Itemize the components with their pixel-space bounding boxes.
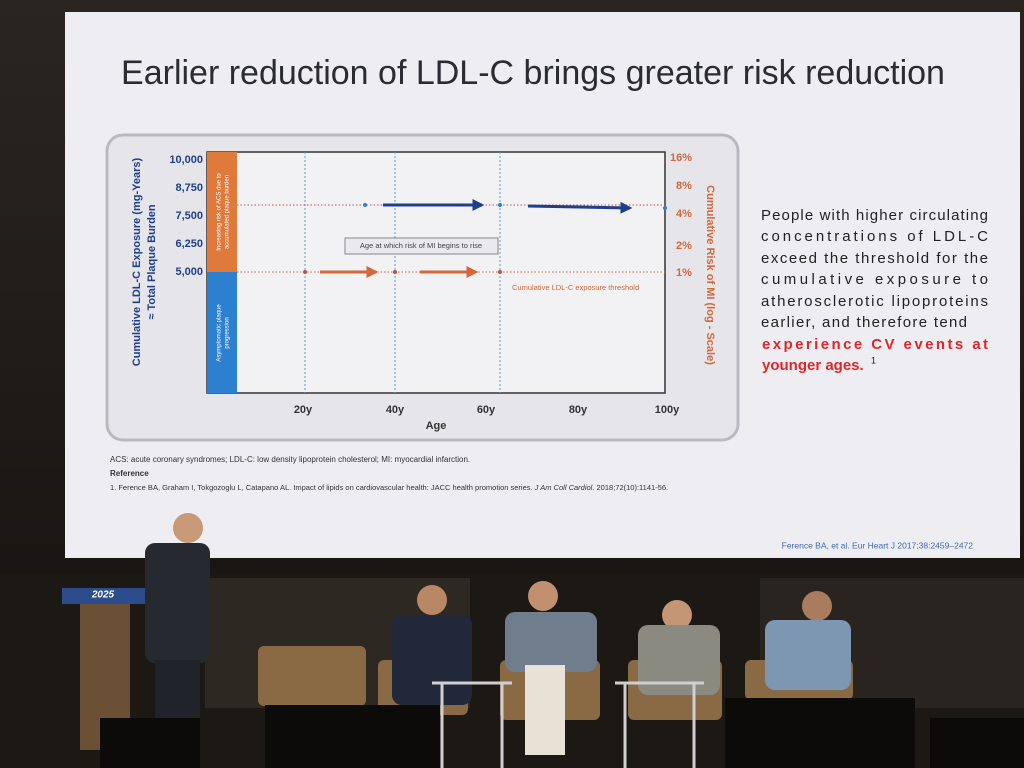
monitors <box>100 698 1024 768</box>
mi-label-box <box>344 237 499 255</box>
reference-part: 2018;72(10):1141-56. <box>594 483 668 492</box>
panelist-head <box>802 591 832 621</box>
y-tick-label: 8,750 <box>175 182 203 194</box>
reference-part: 1. Ference BA, Graham I, Tokgozoglu L, C… <box>110 483 535 492</box>
lower-band-label: progression <box>225 317 231 348</box>
point <box>663 206 667 210</box>
point <box>363 203 367 207</box>
x-tick-label: 100y <box>655 404 680 416</box>
point <box>393 270 397 274</box>
points <box>303 203 667 274</box>
side-line: cumulative exposure to <box>761 271 988 288</box>
panelist-head <box>417 585 447 615</box>
x-tick-label: 20y <box>294 404 313 416</box>
y-tick-label: 7,500 <box>175 210 203 222</box>
lower-band <box>207 272 237 393</box>
upper-band-label: Increasing risk of ACS due to <box>217 173 223 251</box>
arrow <box>527 201 633 214</box>
side-highlight: experience CV events at <box>762 336 988 353</box>
y-tick-label: 6,250 <box>175 238 203 250</box>
side-line: exceed the threshold for the <box>761 250 988 267</box>
citation: Ference BA, et al. Eur Heart J 2017;38:2… <box>782 540 974 550</box>
monitor <box>930 718 1024 768</box>
reference-heading: Reference <box>110 469 149 478</box>
side-line: concentrations of LDL-C <box>761 228 988 245</box>
monitor <box>725 698 915 768</box>
y-axis-title: Cumulative LDL-C Exposure (mg-Years) <box>131 157 143 366</box>
panelist-body <box>765 620 851 690</box>
monitor <box>100 718 200 768</box>
y2-tick-label: 1% <box>676 267 692 279</box>
point <box>303 270 307 274</box>
side-table <box>432 681 512 768</box>
side-line: People with higher circulating <box>761 207 988 224</box>
tables <box>432 681 704 768</box>
upper-band-label: accumulated plaque burden <box>225 175 231 249</box>
side-line: earlier, and therefore tend <box>761 314 967 331</box>
speaker-head <box>173 513 203 543</box>
speaker-body <box>145 543 210 663</box>
y-tick-label: 5,000 <box>175 266 203 278</box>
panelist-body <box>392 615 472 705</box>
slide-title: Earlier reduction of LDL-C brings greate… <box>121 54 945 92</box>
superscript: 1 <box>871 355 876 365</box>
panelist-legs <box>525 665 565 755</box>
x-ticks: 20y 40y 60y 80y 100y <box>294 404 680 416</box>
y2-axis-title: Cumulative Risk of MI (log - Scale) <box>704 185 716 365</box>
y2-ticks: 16% 8% 4% 2% 1% <box>670 152 692 279</box>
x-tick-label: 80y <box>569 404 588 416</box>
panelist-head <box>662 600 692 630</box>
lower-band-label: Asymptomatic plaque <box>217 304 223 362</box>
point <box>498 203 502 207</box>
panelist-body <box>638 625 720 695</box>
chair <box>258 646 366 706</box>
x-tick-label: 40y <box>386 404 405 416</box>
threshold-label: Cumulative LDL-C exposure threshold <box>512 283 639 292</box>
point <box>498 270 502 274</box>
reference: 1. Ference BA, Graham I, Tokgozoglu L, C… <box>110 483 668 492</box>
y-ticks: 10,000 8,750 7,500 6,250 5,000 <box>169 154 203 278</box>
y2-tick-label: 8% <box>676 180 692 192</box>
reference-journal: J Am Coll Cardiol. <box>534 483 595 492</box>
podium-top <box>62 588 154 604</box>
y2-tick-label: 4% <box>676 208 692 220</box>
arrows <box>320 199 633 278</box>
panelist-body <box>505 612 597 672</box>
y2-tick-label: 2% <box>676 240 692 252</box>
x-axis-title: Age <box>426 420 447 432</box>
y2-tick-label: 16% <box>670 152 692 164</box>
mi-label: Age at which risk of MI begins to rise <box>360 241 482 250</box>
upper-band <box>207 152 237 272</box>
panelist-head <box>528 581 558 611</box>
abbreviations: ACS: acute coronary syndromes; LDL-C: lo… <box>110 455 470 464</box>
monitor <box>265 705 440 768</box>
y-axis-title: ≈ Total Plaque Burden <box>146 204 158 320</box>
y-tick-label: 10,000 <box>169 154 203 166</box>
side-table <box>615 681 704 768</box>
side-highlight: younger ages. <box>762 357 864 374</box>
podium-logo: 2025 <box>91 590 115 601</box>
x-tick-label: 60y <box>477 404 496 416</box>
